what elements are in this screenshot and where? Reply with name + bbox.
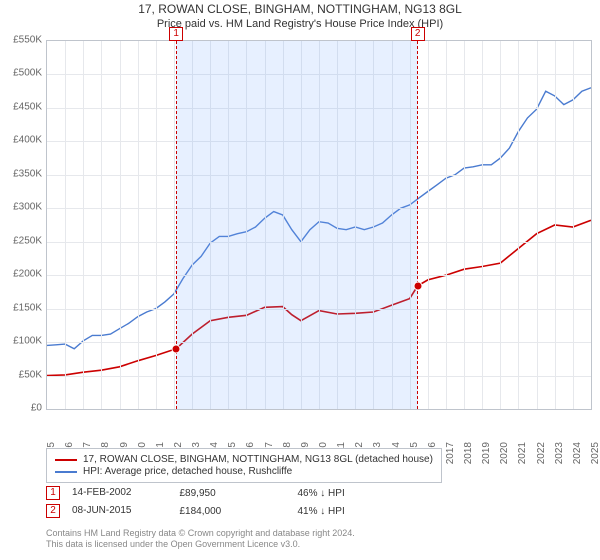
- y-tick-label: £500K: [0, 68, 42, 79]
- y-tick-label: £50K: [0, 369, 42, 380]
- annotation-price: £89,950: [179, 488, 249, 499]
- annotation-row: 2 08-JUN-2015 £184,000 41% ↓ HPI: [46, 504, 367, 518]
- y-tick-label: £550K: [0, 35, 42, 46]
- x-tick-label: 2022: [536, 442, 547, 464]
- chart-marker-label: 1: [169, 27, 183, 41]
- shaded-date-range: [176, 41, 418, 409]
- annotation-date: 08-JUN-2015: [72, 505, 131, 516]
- x-tick-label: 2018: [463, 442, 474, 464]
- footer-line: This data is licensed under the Open Gov…: [46, 539, 355, 550]
- annotation-row: 1 14-FEB-2002 £89,950 46% ↓ HPI: [46, 486, 367, 500]
- annotation-delta: 46% ↓ HPI: [297, 488, 367, 499]
- chart-plot-area: 12: [46, 40, 592, 410]
- chart-title: 17, ROWAN CLOSE, BINGHAM, NOTTINGHAM, NG…: [0, 2, 600, 16]
- chart-marker-label: 2: [411, 27, 425, 41]
- sale-point-marker: [413, 281, 422, 290]
- annotation-marker: 1: [46, 486, 60, 500]
- footer-attribution: Contains HM Land Registry data © Crown c…: [46, 528, 355, 551]
- y-tick-label: £450K: [0, 101, 42, 112]
- annotation-date: 14-FEB-2002: [72, 487, 131, 498]
- annotation-table: 1 14-FEB-2002 £89,950 46% ↓ HPI 2 08-JUN-2…: [46, 486, 367, 522]
- y-tick-label: £150K: [0, 302, 42, 313]
- x-tick-label: 2023: [554, 442, 565, 464]
- legend-swatch: [55, 471, 77, 473]
- x-axis: 1995199619971998199920002001200220032004…: [46, 410, 592, 450]
- annotation-marker: 2: [46, 504, 60, 518]
- y-tick-label: £250K: [0, 235, 42, 246]
- annotation-delta: 41% ↓ HPI: [297, 506, 367, 517]
- x-tick-label: 2024: [572, 442, 583, 464]
- legend-label: HPI: Average price, detached house, Rush…: [83, 466, 292, 477]
- x-tick-label: 2017: [445, 442, 456, 464]
- y-axis: £0£50K£100K£150K£200K£250K£300K£350K£400…: [0, 40, 46, 410]
- sale-point-marker: [172, 344, 181, 353]
- y-tick-label: £0: [0, 403, 42, 414]
- y-tick-label: £400K: [0, 135, 42, 146]
- legend-row: HPI: Average price, detached house, Rush…: [55, 466, 433, 477]
- x-tick-label: 2025: [590, 442, 600, 464]
- annotation-price: £184,000: [179, 506, 249, 517]
- footer-line: Contains HM Land Registry data © Crown c…: [46, 528, 355, 539]
- legend-box: 17, ROWAN CLOSE, BINGHAM, NOTTINGHAM, NG…: [46, 448, 442, 483]
- x-tick-label: 2020: [499, 442, 510, 464]
- legend-swatch: [55, 459, 77, 461]
- y-tick-label: £300K: [0, 202, 42, 213]
- legend-label: 17, ROWAN CLOSE, BINGHAM, NOTTINGHAM, NG…: [83, 454, 433, 465]
- x-tick-label: 2021: [517, 442, 528, 464]
- y-tick-label: £100K: [0, 336, 42, 347]
- x-tick-label: 2019: [481, 442, 492, 464]
- legend-row: 17, ROWAN CLOSE, BINGHAM, NOTTINGHAM, NG…: [55, 454, 433, 465]
- y-tick-label: £350K: [0, 168, 42, 179]
- y-tick-label: £200K: [0, 269, 42, 280]
- chart-subtitle: Price paid vs. HM Land Registry's House …: [0, 18, 600, 30]
